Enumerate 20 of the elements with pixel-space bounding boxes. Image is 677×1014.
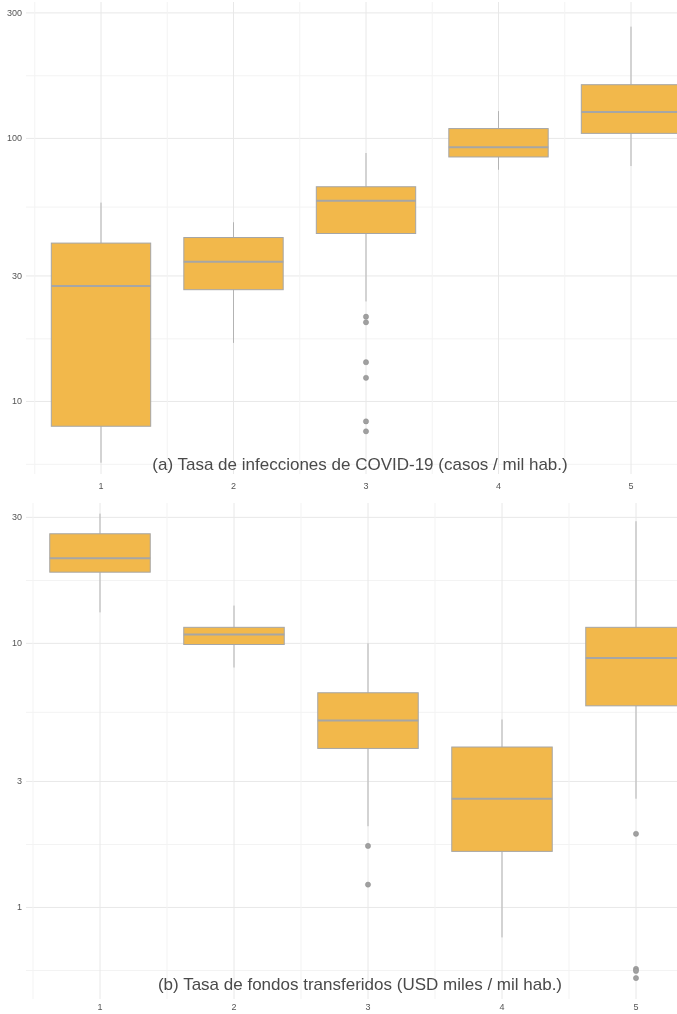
x-tick-label: 5 — [633, 1002, 639, 1012]
x-tick-label: 4 — [499, 1002, 505, 1012]
y-tick-label: 30 — [11, 270, 22, 281]
x-tick-label: 5 — [628, 481, 634, 491]
x-tick-label: 4 — [495, 481, 502, 491]
y-tick-label: 10 — [11, 396, 22, 407]
y-tick-label: 10 — [11, 638, 22, 649]
x-tick-label: 3 — [365, 1002, 371, 1012]
y-tick-label: 100 — [6, 133, 22, 144]
y-tick-label: 3 — [16, 776, 22, 787]
x-tick-label: 2 — [230, 481, 237, 491]
x-tick-label: 1 — [97, 1002, 103, 1012]
x-tick-label: 2 — [231, 1002, 237, 1012]
x-tick-label: 1 — [98, 481, 104, 491]
x-tick-label: 3 — [363, 481, 369, 491]
y-tick-label: 300 — [6, 7, 22, 18]
y-tick-label: 1 — [16, 902, 22, 913]
text: (b) Tasa de fondos transferidos (USD miles / mil hab.) — [157, 975, 563, 994]
text: (a) Tasa de infecciones de COVID-19 (casos / mil hab.) — [152, 455, 568, 474]
y-tick-label: 30 — [11, 512, 22, 523]
